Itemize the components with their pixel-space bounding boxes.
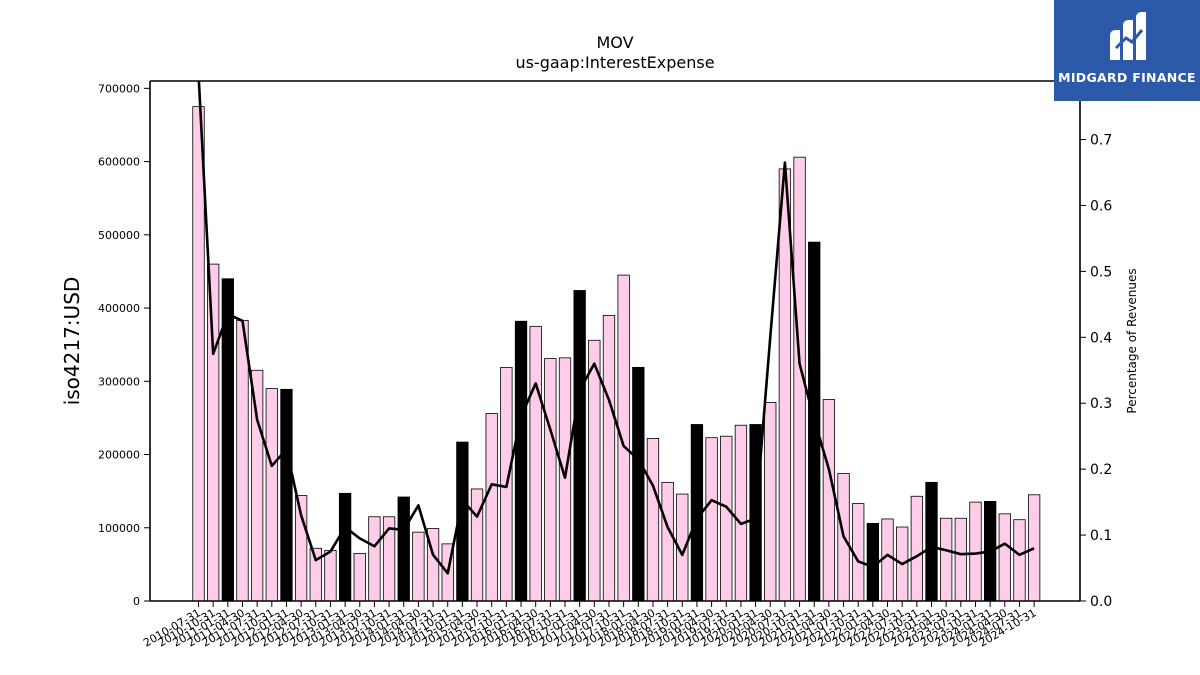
y2-tick-label: 0.7 bbox=[1090, 133, 1112, 149]
y2-tick-label: 0.4 bbox=[1090, 330, 1112, 346]
bar-2012-10-31 bbox=[324, 550, 337, 602]
y2-tick-label: 0.2 bbox=[1090, 462, 1112, 478]
y-tick-label: 700000 bbox=[98, 82, 140, 95]
y-tick-label: 400000 bbox=[98, 302, 140, 315]
bar-2016-10-31 bbox=[558, 357, 572, 602]
y2-tick-label: 0.6 bbox=[1090, 198, 1112, 214]
bar-2013-04-30 bbox=[353, 552, 366, 602]
bar-2017-01-31 bbox=[573, 290, 586, 602]
bar-2019-04-30 bbox=[705, 437, 718, 602]
y-tick-label: 500000 bbox=[98, 229, 140, 242]
bar-series bbox=[192, 106, 1041, 602]
midgard-logo-icon bbox=[1110, 12, 1146, 60]
bar-2011-10-31 bbox=[265, 388, 278, 602]
bar-2012-01-31 bbox=[280, 388, 293, 602]
logo-text: MIDGARD FINANCE bbox=[1058, 70, 1196, 85]
y2-axis-label: Percentage of Revenues bbox=[1125, 268, 1139, 413]
chart-subtitle: us-gaap:InterestExpense bbox=[515, 53, 714, 72]
bar-2013-01-31 bbox=[338, 492, 352, 602]
y2-tick-label: 0.0 bbox=[1090, 594, 1112, 610]
bar-2023-01-31 bbox=[925, 481, 938, 602]
bar-2023-10-31 bbox=[969, 501, 982, 602]
y-tick-label: 600000 bbox=[98, 156, 140, 169]
chart-title: MOV bbox=[596, 33, 633, 52]
bar-2023-04-30 bbox=[940, 517, 953, 602]
bar-2018-04-30 bbox=[646, 438, 660, 602]
bar-2013-07-31 bbox=[368, 516, 381, 602]
axes bbox=[149, 80, 1081, 602]
bar-2016-04-30 bbox=[529, 325, 542, 602]
bar-2019-10-31 bbox=[734, 424, 748, 602]
bar-2017-04-30 bbox=[588, 339, 601, 602]
bar-2016-01-31 bbox=[514, 320, 528, 602]
y-axis-ticks: 0 100000 200000 300000 400000 500000 600000 700… bbox=[98, 82, 150, 608]
bar-2022-04-30 bbox=[881, 518, 894, 602]
bar-2022-10-31 bbox=[910, 495, 923, 602]
y-axis-label: iso4217:USD bbox=[60, 277, 84, 406]
bar-2021-04-30 bbox=[822, 399, 836, 602]
y2-tick-label: 0.5 bbox=[1090, 264, 1112, 280]
y-tick-label: 300000 bbox=[98, 375, 140, 388]
x-axis-ticks: 2010-07-312010-10-312011-01-312011-04-30… bbox=[141, 601, 1039, 650]
bar-2010-07-31 bbox=[192, 106, 205, 602]
bar-2018-01-31 bbox=[632, 366, 645, 602]
bar-2017-07-31 bbox=[602, 314, 616, 602]
y2-tick-label: 0.1 bbox=[1090, 528, 1112, 544]
midgard-finance-logo: MIDGARD FINANCE bbox=[1054, 0, 1200, 101]
bar-2024-07-31 bbox=[1013, 519, 1026, 602]
bar-2023-07-31 bbox=[954, 517, 967, 602]
line-series bbox=[197, 81, 1035, 575]
bar-2024-10-31 bbox=[1027, 494, 1041, 602]
percentage-line bbox=[197, 81, 1035, 575]
bar-2011-04-30 bbox=[236, 320, 249, 602]
y-tick-label: 200000 bbox=[98, 449, 140, 462]
bar-2014-04-30 bbox=[412, 531, 425, 602]
y-tick-label: 100000 bbox=[98, 522, 140, 535]
bar-2018-07-31 bbox=[661, 481, 674, 602]
y-tick-label: 0 bbox=[133, 595, 140, 608]
bar-2024-04-30 bbox=[998, 513, 1011, 602]
bar-2011-07-31 bbox=[250, 369, 264, 602]
y2-tick-label: 0.3 bbox=[1090, 396, 1112, 412]
bar-2010-10-31 bbox=[207, 263, 220, 602]
bar-2014-01-31 bbox=[397, 496, 410, 602]
bar-2020-04-30 bbox=[764, 402, 777, 602]
bar-2019-07-31 bbox=[720, 435, 733, 602]
bar-2017-10-31 bbox=[617, 274, 630, 602]
bar-2016-07-31 bbox=[544, 358, 557, 602]
bar-2015-07-31 bbox=[485, 413, 498, 602]
y2-axis-ticks: 0.0 0.1 0.2 0.3 0.4 0.5 0.6 0.7 bbox=[1080, 133, 1112, 610]
